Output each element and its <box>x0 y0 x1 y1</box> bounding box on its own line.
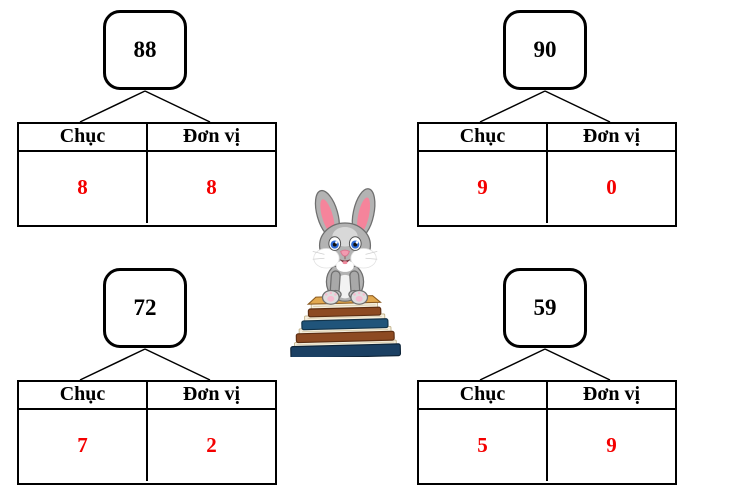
place-value-table: Chục Đơn vị 5 9 <box>417 380 677 485</box>
place-value-table: Chục Đơn vị 7 2 <box>17 380 277 485</box>
rabbit-on-books-illustration <box>290 188 402 357</box>
number-value: 90 <box>533 37 557 62</box>
units-value: 2 <box>146 410 275 481</box>
table-value-row: 9 0 <box>419 152 675 223</box>
table-header-row: Chục Đơn vị <box>419 382 675 410</box>
units-value: 9 <box>546 410 675 481</box>
table-header-row: Chục Đơn vị <box>19 124 275 152</box>
rabbit-icon <box>312 188 378 305</box>
table-value-row: 5 9 <box>419 410 675 481</box>
units-value: 8 <box>146 152 275 223</box>
number-box: 90 <box>503 10 587 90</box>
tens-header: Chục <box>59 383 106 405</box>
number-value: 88 <box>133 37 157 62</box>
branch-lines <box>79 348 211 381</box>
tens-header: Chục <box>459 383 506 405</box>
place-value-table: Chục Đơn vị 8 8 <box>17 122 277 227</box>
table-value-row: 8 8 <box>19 152 275 223</box>
branch-lines <box>479 348 611 381</box>
place-value-table: Chục Đơn vị 9 0 <box>417 122 677 227</box>
table-header-row: Chục Đơn vị <box>19 382 275 410</box>
number-box: 72 <box>103 268 187 348</box>
units-value: 0 <box>546 152 675 223</box>
decomposition-group-3: 72 Chục Đơn vị 7 2 <box>17 268 277 486</box>
units-header: Đơn vị <box>546 382 675 408</box>
tens-value: 9 <box>477 175 488 199</box>
tens-value: 8 <box>77 175 88 199</box>
decomposition-group-4: 59 Chục Đơn vị 5 9 <box>417 268 677 486</box>
decomposition-group-2: 90 Chục Đơn vị 9 0 <box>417 10 677 228</box>
table-value-row: 7 2 <box>19 410 275 481</box>
units-header: Đơn vị <box>546 124 675 150</box>
tens-value: 5 <box>477 433 488 457</box>
tens-header: Chục <box>59 125 106 147</box>
branch-lines <box>479 90 611 123</box>
units-header: Đơn vị <box>146 124 275 150</box>
book-stack-icon <box>290 295 402 357</box>
number-box: 88 <box>103 10 187 90</box>
tens-header: Chục <box>459 125 506 147</box>
number-value: 72 <box>133 295 157 320</box>
decomposition-group-1: 88 Chục Đơn vị 8 8 <box>17 10 277 228</box>
number-box: 59 <box>503 268 587 348</box>
units-header: Đơn vị <box>146 382 275 408</box>
branch-lines <box>79 90 211 123</box>
table-header-row: Chục Đơn vị <box>419 124 675 152</box>
tens-value: 7 <box>77 433 88 457</box>
number-value: 59 <box>533 295 557 320</box>
